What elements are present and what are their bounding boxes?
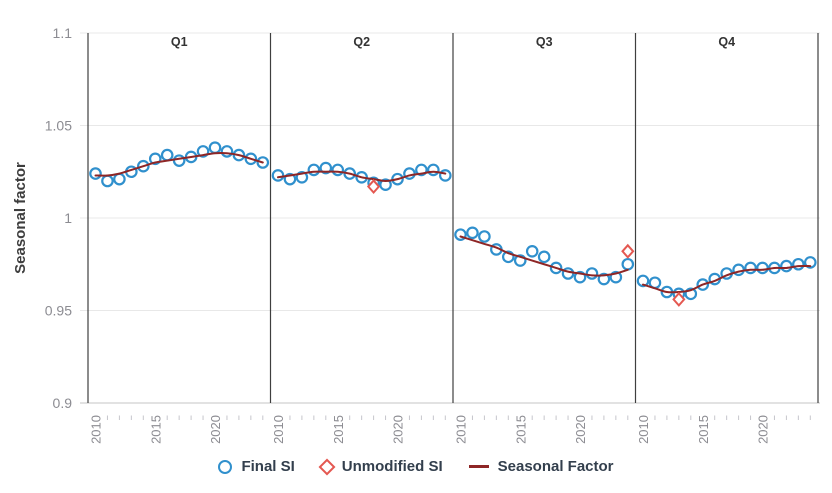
final-si-point <box>343 167 356 180</box>
final-si-point <box>621 257 635 271</box>
final-si-point <box>597 272 611 286</box>
final-si-point <box>379 178 392 191</box>
final-si-point <box>466 226 479 240</box>
x-tick-label: 2015 <box>331 415 346 444</box>
x-tick-label: 2010 <box>636 415 651 444</box>
panel-label-q3: Q3 <box>536 35 553 49</box>
final-si-point <box>283 172 297 186</box>
x-tick-label: 2010 <box>89 415 104 444</box>
unmodified-si-point <box>672 291 686 307</box>
x-tick-label: 2020 <box>756 415 771 444</box>
final-si-point <box>780 259 793 273</box>
x-tick-label: 2020 <box>208 415 223 444</box>
final-si-point <box>148 152 162 166</box>
final-si-point <box>803 256 817 269</box>
final-si-point <box>271 169 285 182</box>
final-si-point <box>208 141 222 154</box>
x-tick-label: 2020 <box>391 415 406 444</box>
unmodified-si-point <box>366 179 381 195</box>
final-si-point <box>585 267 599 280</box>
final-si-point <box>256 156 270 169</box>
x-tick-label: 2010 <box>271 415 286 444</box>
final-si-point <box>501 250 515 264</box>
final-si-point <box>89 167 102 180</box>
final-si-point <box>549 261 563 275</box>
y-tick-label: 1.05 <box>45 118 72 134</box>
plot-area: 1.1 1.05 1 0.95 0.9 Q1 2010 2015 2020 Q2 2010 2015 2… <box>45 25 820 444</box>
legend-label-unmodified-si: Unmodified SI <box>341 458 443 475</box>
y-tick-label: 1 <box>64 210 72 226</box>
y-tick-label: 0.9 <box>53 395 73 411</box>
final-si-point <box>636 274 650 288</box>
final-si-point <box>415 163 428 177</box>
final-si-point <box>573 270 587 284</box>
final-si-point <box>696 278 710 291</box>
unmodified-si-point <box>621 243 635 259</box>
unmodified-si-diamond-icon <box>318 458 336 475</box>
x-tick-label: 2010 <box>454 415 469 444</box>
final-si-point <box>137 159 150 173</box>
final-si-point <box>307 163 321 177</box>
legend: Final SI Unmodified SI Seasonal Factor <box>0 458 832 475</box>
final-si-point <box>609 270 623 284</box>
final-si-point <box>220 145 234 158</box>
legend-item-unmodified-si[interactable]: Unmodified SI <box>318 458 443 475</box>
y-tick-label: 0.95 <box>45 303 72 319</box>
final-si-point <box>454 228 467 241</box>
final-si-point <box>427 163 440 177</box>
seasonal-factor-line <box>94 152 264 177</box>
legend-label-final-si: Final SI <box>241 458 295 475</box>
legend-item-final-si[interactable]: Final SI <box>218 458 295 475</box>
panel-label-q4: Q4 <box>718 35 735 49</box>
final-si-point <box>160 148 174 162</box>
final-si-point <box>525 245 539 258</box>
final-si-point <box>295 171 309 184</box>
x-tick-label: 2015 <box>696 415 711 444</box>
final-si-point <box>232 148 246 162</box>
final-si-point <box>438 169 452 182</box>
final-si-point <box>331 163 345 177</box>
legend-label-seasonal-factor: Seasonal Factor <box>497 458 614 475</box>
panel-label-q2: Q2 <box>353 35 370 49</box>
seasonal-factor-line <box>642 264 812 294</box>
final-si-point <box>172 154 186 167</box>
final-si-point <box>244 152 258 166</box>
final-si-point <box>792 257 805 271</box>
panel-label-q1: Q1 <box>171 35 188 49</box>
final-si-point <box>537 250 551 264</box>
y-tick-label: 1.1 <box>53 25 73 41</box>
legend-item-seasonal-factor[interactable]: Seasonal Factor <box>468 458 614 475</box>
final-si-point <box>391 172 404 186</box>
final-si-circle-icon <box>218 459 233 474</box>
final-si-point <box>196 145 210 158</box>
final-si-point <box>478 230 491 243</box>
final-si-point <box>513 254 527 267</box>
x-tick-label: 2015 <box>513 415 528 444</box>
final-si-point <box>319 161 333 175</box>
x-tick-label: 2015 <box>148 415 163 444</box>
final-si-point <box>744 261 757 275</box>
final-si-point <box>113 172 126 186</box>
final-si-point <box>756 261 769 275</box>
seasonal-factor-line <box>459 235 629 277</box>
seasonal-factor-line <box>277 170 447 183</box>
seasonal-factor-line-icon <box>468 465 489 468</box>
final-si-point <box>101 174 114 188</box>
x-tick-label: 2020 <box>573 415 588 444</box>
final-si-point <box>684 287 698 301</box>
